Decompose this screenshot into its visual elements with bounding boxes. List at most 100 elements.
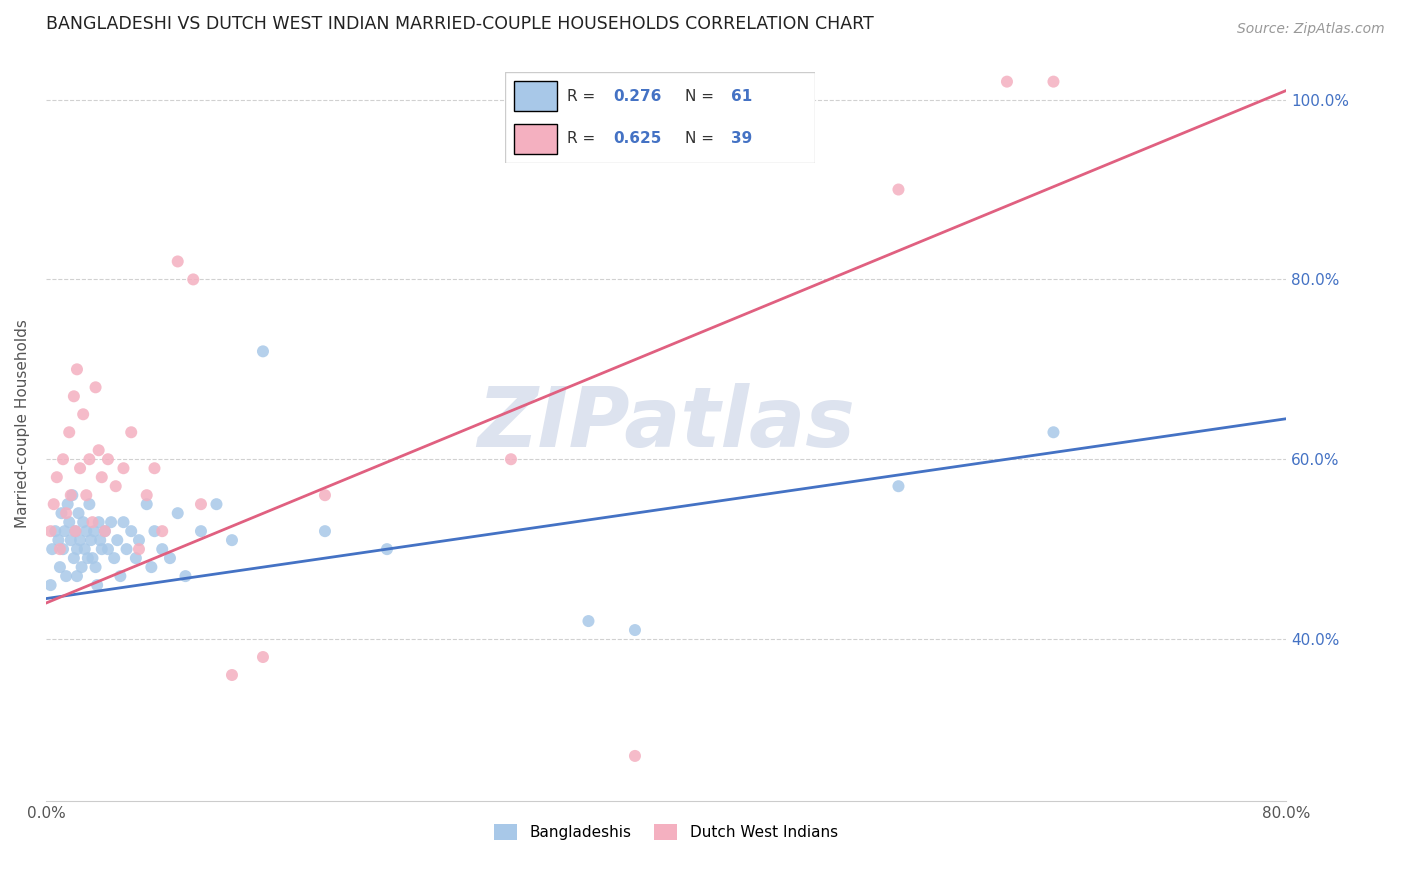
Point	[995, 75, 1018, 89]
Y-axis label: Married-couple Households: Married-couple Households	[15, 318, 30, 528]
Point	[181, 272, 204, 286]
Point	[72, 407, 94, 421]
Point	[45, 470, 67, 484]
Point	[76, 551, 98, 566]
Point	[578, 614, 600, 628]
Point	[128, 533, 150, 548]
Point	[44, 524, 66, 538]
Point	[150, 542, 173, 557]
Point	[69, 533, 91, 548]
Point	[125, 551, 148, 566]
Point	[1042, 75, 1064, 89]
Point	[66, 542, 89, 557]
Point	[65, 524, 87, 538]
Point	[143, 524, 166, 538]
Point	[83, 524, 105, 538]
Point	[190, 524, 212, 538]
Point	[79, 497, 101, 511]
Point	[252, 344, 274, 359]
Point	[205, 497, 228, 511]
Point	[97, 452, 120, 467]
Point	[84, 560, 107, 574]
Point	[94, 524, 117, 538]
Point	[252, 650, 274, 665]
Point	[120, 524, 142, 538]
Point	[624, 748, 647, 763]
Point	[112, 515, 135, 529]
Point	[110, 569, 132, 583]
Point	[72, 515, 94, 529]
Point	[120, 425, 142, 440]
Point	[166, 506, 188, 520]
Point	[499, 452, 522, 467]
Point	[100, 515, 122, 529]
Point	[115, 542, 138, 557]
Point	[624, 623, 647, 637]
Point	[87, 515, 110, 529]
Point	[58, 515, 80, 529]
Point	[89, 533, 111, 548]
Point	[53, 524, 76, 538]
Point	[143, 461, 166, 475]
Point	[59, 488, 82, 502]
Point	[94, 524, 117, 538]
Point	[79, 452, 101, 467]
Point	[112, 461, 135, 475]
Point	[82, 515, 104, 529]
Point	[67, 506, 90, 520]
Text: Source: ZipAtlas.com: Source: ZipAtlas.com	[1237, 22, 1385, 37]
Point	[66, 569, 89, 583]
Point	[128, 542, 150, 557]
Point	[42, 497, 65, 511]
Point	[105, 533, 128, 548]
Point	[221, 533, 243, 548]
Text: BANGLADESHI VS DUTCH WEST INDIAN MARRIED-COUPLE HOUSEHOLDS CORRELATION CHART: BANGLADESHI VS DUTCH WEST INDIAN MARRIED…	[46, 15, 873, 33]
Point	[375, 542, 398, 557]
Point	[82, 551, 104, 566]
Point	[87, 443, 110, 458]
Point	[59, 533, 82, 548]
Point	[135, 488, 157, 502]
Point	[69, 461, 91, 475]
Point	[150, 524, 173, 538]
Point	[39, 524, 62, 538]
Point	[159, 551, 181, 566]
Point	[58, 425, 80, 440]
Point	[75, 524, 97, 538]
Point	[887, 479, 910, 493]
Point	[63, 551, 86, 566]
Point	[314, 488, 336, 502]
Point	[141, 560, 163, 574]
Point	[56, 497, 79, 511]
Point	[221, 668, 243, 682]
Point	[52, 542, 75, 557]
Point	[60, 488, 83, 502]
Point	[887, 182, 910, 196]
Text: ZIPatlas: ZIPatlas	[477, 383, 855, 464]
Point	[52, 452, 75, 467]
Point	[174, 569, 197, 583]
Point	[41, 542, 63, 557]
Point	[166, 254, 188, 268]
Point	[314, 524, 336, 538]
Point	[51, 506, 73, 520]
Point	[190, 497, 212, 511]
Point	[86, 578, 108, 592]
Point	[90, 542, 112, 557]
Point	[65, 524, 87, 538]
Point	[1042, 425, 1064, 440]
Point	[48, 533, 70, 548]
Legend: Bangladeshis, Dutch West Indians: Bangladeshis, Dutch West Indians	[488, 818, 844, 847]
Point	[70, 560, 93, 574]
Point	[97, 542, 120, 557]
Point	[39, 578, 62, 592]
Point	[55, 569, 77, 583]
Point	[63, 389, 86, 403]
Point	[84, 380, 107, 394]
Point	[73, 542, 96, 557]
Point	[80, 533, 103, 548]
Point	[75, 488, 97, 502]
Point	[49, 542, 72, 557]
Point	[103, 551, 125, 566]
Point	[90, 470, 112, 484]
